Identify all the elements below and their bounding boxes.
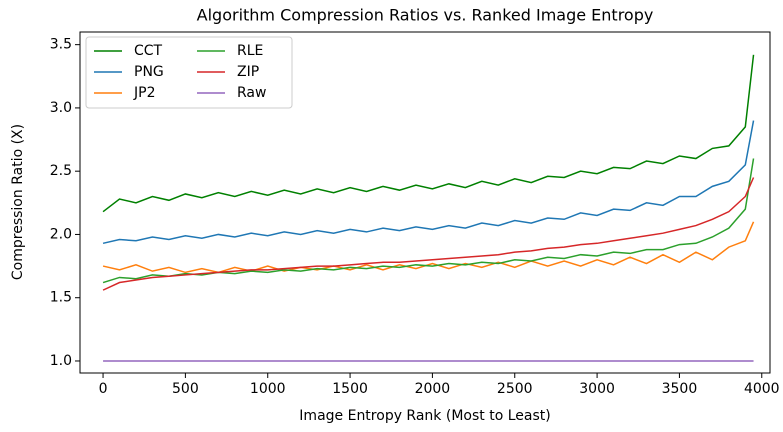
y-axis-label: Compression Ratio (X): [10, 124, 26, 280]
legend-label: Raw: [237, 85, 266, 101]
y-tick-label: 3.5: [50, 37, 72, 53]
line-series: [102, 221, 755, 274]
y-tick-label: 2.5: [50, 163, 72, 179]
x-tick-label: 3500: [662, 381, 698, 397]
line-series: [102, 177, 755, 291]
plot-frame: [79, 31, 771, 374]
legend-label: JP2: [133, 85, 155, 101]
line-series: [102, 158, 755, 284]
y-tick-label: 1.0: [50, 353, 72, 369]
x-tick-label: 0: [99, 381, 108, 397]
y-tick-label: 2.0: [50, 226, 72, 242]
x-tick-label: 2500: [497, 381, 533, 397]
legend-label: ZIP: [237, 64, 259, 80]
x-tick-label: 2000: [415, 381, 451, 397]
x-tick-label: 500: [172, 381, 199, 397]
legend-label: RLE: [237, 43, 263, 59]
x-tick-label: 4000: [744, 381, 780, 397]
legend-label: PNG: [134, 64, 164, 80]
x-tick-label: 1500: [332, 381, 368, 397]
x-tick-label: 3000: [579, 381, 615, 397]
x-axis-label: Image Entropy Rank (Most to Least): [299, 408, 550, 424]
legend-box: [85, 36, 293, 109]
y-tick-label: 3.0: [50, 100, 72, 116]
chart-title: Algorithm Compression Ratios vs. Ranked …: [197, 6, 654, 25]
y-tick-label: 1.5: [50, 290, 72, 306]
line-series: [102, 120, 755, 245]
line-series: [102, 54, 755, 213]
legend-label: CCT: [134, 43, 163, 59]
x-tick-label: 1000: [250, 381, 286, 397]
